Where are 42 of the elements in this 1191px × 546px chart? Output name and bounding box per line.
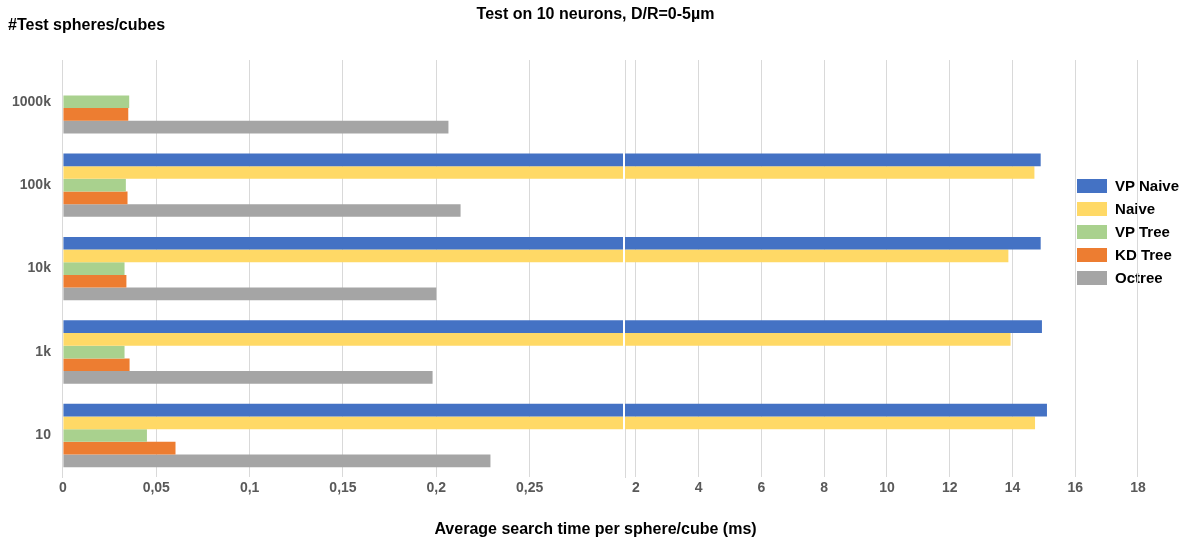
bar (63, 120, 449, 134)
x-tick-label: 0 (59, 479, 68, 496)
bar (63, 204, 461, 217)
x-tick-label: 0,05 (142, 479, 171, 496)
bar (63, 454, 491, 468)
y-tick-label: 100k (19, 176, 52, 193)
y-tick-label: 10k (27, 259, 52, 276)
x-tick-label: 6 (757, 479, 766, 496)
bar (63, 274, 127, 288)
legend-label: VP Tree (1115, 223, 1170, 240)
bar (63, 371, 433, 384)
legend-label: Naive (1115, 200, 1156, 217)
bar (63, 345, 125, 359)
bar (63, 262, 125, 275)
x-tick-label: 0,1 (239, 479, 260, 496)
bar (63, 108, 129, 121)
y-tick-label: 10 (35, 426, 52, 443)
x-tick-label: 14 (1004, 479, 1021, 496)
x-tick-label: 12 (941, 479, 958, 496)
bar (63, 441, 176, 455)
x-axis-title: Average search time per sphere/cube (ms) (433, 520, 758, 538)
bar (63, 287, 437, 301)
x-tick-label: 0,25 (516, 479, 544, 496)
x-tick-label: 16 (1067, 479, 1084, 496)
x-tick-label: 0,15 (329, 479, 357, 496)
legend-label: KD Tree (1115, 246, 1172, 263)
y-tick-label: 1000k (11, 92, 52, 109)
bar (63, 358, 130, 372)
bar (63, 191, 128, 205)
bar (63, 178, 126, 192)
chart-title: Test on 10 neurons, D/R=0-5µm (476, 5, 715, 22)
x-tick-label: 2 (632, 479, 641, 496)
x-tick-label: 4 (694, 479, 703, 496)
bar (63, 95, 130, 109)
bar (63, 429, 147, 442)
y-tick-label: 1k (35, 342, 52, 359)
x-tick-label: 10 (879, 479, 895, 496)
x-tick-label: 8 (820, 479, 829, 496)
y-axis-title: #Test spheres/cubes (8, 16, 166, 34)
legend-label: VP Naive (1115, 177, 1179, 194)
x-tick-label: 18 (1130, 479, 1146, 496)
x-tick-label: 0,2 (426, 479, 447, 496)
